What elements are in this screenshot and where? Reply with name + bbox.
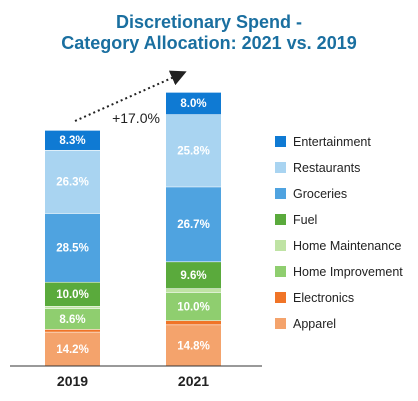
- legend-swatch-entertainment: [275, 136, 286, 147]
- data-label: 26.7%: [177, 219, 210, 231]
- growth-annotation: +17.0%: [112, 110, 160, 126]
- bar-segment-apparel-2019: [45, 331, 100, 366]
- data-label: 9.6%: [180, 270, 206, 282]
- legend-label-restaurants: Restaurants: [293, 161, 360, 175]
- data-label: 8.3%: [59, 135, 85, 147]
- legend-swatch-apparel: [275, 318, 286, 329]
- legend-swatch-home-improvement: [275, 266, 286, 277]
- legend-label-electronics: Electronics: [293, 291, 354, 305]
- legend-label-home-improvement: Home Improvement: [293, 265, 403, 279]
- data-label: 25.8%: [177, 146, 210, 158]
- bar-segment-home-maintenance-2019: [45, 306, 100, 309]
- legend-label-home-maintenance: Home Maintenance: [293, 239, 401, 253]
- data-label: 26.3%: [56, 177, 89, 189]
- data-label: 8.0%: [180, 98, 206, 110]
- legend-label-groceries: Groceries: [293, 187, 347, 201]
- bar-segment-entertainment-2021: [166, 92, 221, 115]
- data-label: 14.8%: [177, 340, 210, 352]
- bar-segment-fuel-2021: [166, 261, 221, 289]
- bar-segment-apparel-2021: [166, 324, 221, 366]
- chart-subtitle: Category Allocation: 2021 vs. 2019: [61, 33, 357, 53]
- bar-segment-electronics-2021: [166, 320, 221, 325]
- data-label: 28.5%: [56, 243, 89, 255]
- legend-swatch-electronics: [275, 292, 286, 303]
- bar-segment-electronics-2019: [45, 329, 100, 332]
- legend-swatch-fuel: [275, 214, 286, 225]
- bar-segment-home-maintenance-2021: [166, 288, 221, 293]
- bar-segment-home-improvement-2019: [45, 308, 100, 330]
- x-tick-label-2021: 2021: [178, 373, 209, 389]
- legend-swatch-home-maintenance: [275, 240, 286, 251]
- legend-label-apparel: Apparel: [293, 317, 336, 331]
- data-label: 14.2%: [56, 344, 89, 356]
- x-tick-label-2019: 2019: [57, 373, 88, 389]
- data-label: 8.6%: [59, 314, 85, 326]
- bar-segment-entertainment-2019: [45, 130, 100, 150]
- data-label: 10.0%: [56, 289, 89, 301]
- bar-segment-fuel-2019: [45, 281, 100, 307]
- legend-swatch-restaurants: [275, 162, 286, 173]
- legend-label-entertainment: Entertainment: [293, 135, 371, 149]
- data-label: 10.0%: [177, 301, 210, 313]
- bar-segment-groceries-2019: [45, 213, 100, 282]
- legend-swatch-groceries: [275, 188, 286, 199]
- chart-title: Discretionary Spend -: [115, 12, 303, 32]
- bar-segment-home-improvement-2021: [166, 292, 221, 321]
- legend-label-fuel: Fuel: [293, 213, 317, 227]
- bar-segment-restaurants-2021: [166, 114, 221, 187]
- bar-segment-groceries-2021: [166, 186, 221, 262]
- bar-segment-restaurants-2019: [45, 149, 100, 214]
